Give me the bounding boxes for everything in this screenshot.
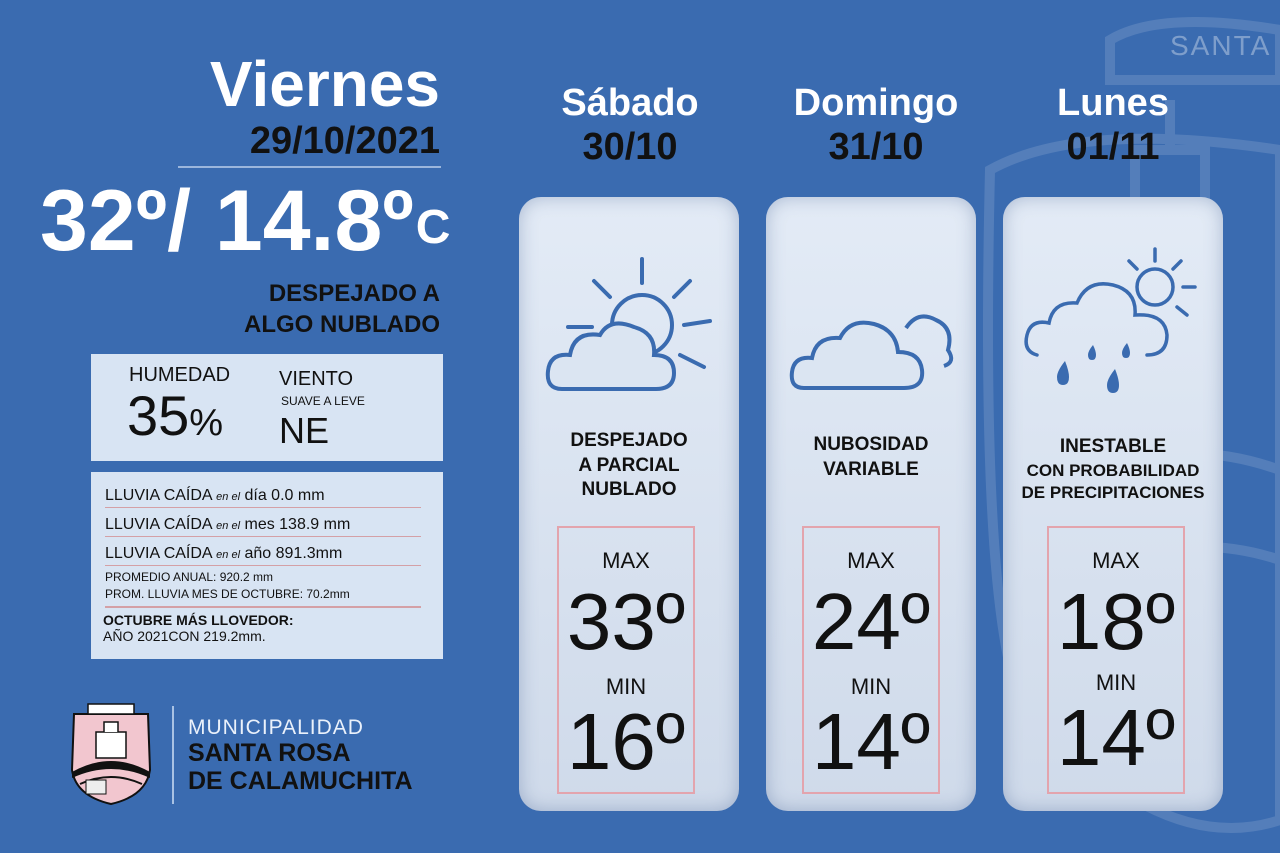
rain-row-day: LLUVIA CAÍDA en el día 0.0 mm [105, 488, 421, 508]
forecast-condition-2: NUBOSIDAD VARIABLE [813, 434, 929, 480]
forecast-condition-3: INESTABLE CON PROBABILIDAD DE PRECIPITAC… [1021, 436, 1205, 502]
max-value: 33º [566, 577, 686, 666]
min-label: MIN [850, 674, 892, 699]
municipality-crest-logo [70, 703, 152, 806]
rainiest-october-title: OCTUBRE MÁS LLOVEDOR: [103, 612, 294, 628]
forecast-day-1: Sábado [561, 82, 699, 124]
forecast-temps-1: MAX 33º MIN 16º [557, 526, 695, 794]
forecast-card-1: DESPEJADO A PARCIAL NUBLADO MAX 33º MIN 16… [519, 197, 739, 811]
rain-divider [105, 606, 421, 608]
max-label: MAX [1092, 548, 1140, 573]
forecast-day-3: Lunes [1057, 82, 1169, 124]
humidity-value: 35% [127, 388, 223, 444]
max-value: 24º [811, 577, 931, 666]
october-average: PROM. LLUVIA MES DE OCTUBRE: 70.2mm [105, 587, 350, 601]
rain-cloud-sun-icon [1024, 247, 1197, 393]
today-unit: C [415, 201, 451, 254]
forecast-temps-2: MAX 24º MIN 14º [802, 526, 940, 794]
min-value: 16º [566, 697, 686, 786]
municipality-name-line2: DE CALAMUCHITA [188, 766, 413, 795]
rain-panel: LLUVIA CAÍDA en el día 0.0 mm LLUVIA CAÍ… [91, 472, 443, 659]
today-condition-line2: ALGO NUBLADO [244, 311, 440, 339]
today-day: Viernes [209, 48, 440, 120]
today-condition: DESPEJADO A ALGO NUBLADO [150, 278, 440, 340]
rain-row-year: LLUVIA CAÍDA en el año 891.3mm [105, 546, 421, 566]
today-min: 14.8º [214, 173, 414, 269]
municipality-label: MUNICIPALIDAD [188, 716, 364, 739]
today-divider [178, 166, 441, 168]
forecast-date-2: 31/10 [828, 126, 924, 168]
forecast-condition-1: DESPEJADO A PARCIAL NUBLADO [570, 430, 688, 501]
today-separator: / [167, 173, 191, 269]
wind-direction: NE [279, 410, 330, 451]
humidity-number: 35 [127, 384, 190, 447]
forecast-date-3: 01/11 [1066, 126, 1160, 168]
municipality-name: SANTA ROSA DE CALAMUCHITA [188, 739, 413, 795]
municipality-name-line1: SANTA ROSA [188, 739, 351, 767]
annual-average: PROMEDIO ANUAL: 920.2 mm [105, 570, 274, 584]
min-value: 14º [811, 697, 931, 786]
cloud-icon [789, 314, 954, 390]
max-label: MAX [847, 548, 895, 573]
min-label: MIN [1095, 670, 1137, 695]
today-condition-line1: DESPEJADO A [268, 280, 440, 307]
partly-cloudy-sun-icon [545, 257, 712, 391]
today-max: 32º [40, 173, 168, 269]
forecast-card-3: INESTABLE CON PROBABILIDAD DE PRECIPITAC… [1003, 197, 1223, 811]
logo-divider [172, 706, 174, 804]
max-value: 18º [1056, 577, 1176, 666]
today-date: 29/10/2021 [249, 120, 440, 162]
forecast-temps-3: MAX 18º MIN 14º [1047, 526, 1185, 794]
forecast-day-2: Domingo [793, 82, 959, 124]
humidity-unit: % [189, 402, 224, 444]
wind-label: VIENTO [279, 368, 354, 390]
wind-description: SUAVE A LEVE [281, 394, 365, 408]
rain-row-month: LLUVIA CAÍDA en el mes 138.9 mm [105, 517, 421, 537]
humidity-label: HUMEDAD [129, 364, 231, 386]
rainiest-october-value: AÑO 2021CON 219.2mm. [103, 628, 266, 644]
forecast-date-1: 30/10 [582, 126, 678, 168]
watermark-text: SANTA [1170, 30, 1272, 61]
max-label: MAX [602, 548, 650, 573]
humidity-wind-panel: HUMEDAD 35% VIENTO SUAVE A LEVE NE [91, 354, 443, 461]
min-value: 14º [1056, 693, 1176, 782]
today-temperatures: 32º/ 14.8ºC [40, 178, 460, 264]
forecast-card-2: NUBOSIDAD VARIABLE MAX 24º MIN 14º [766, 197, 976, 811]
min-label: MIN [605, 674, 647, 699]
